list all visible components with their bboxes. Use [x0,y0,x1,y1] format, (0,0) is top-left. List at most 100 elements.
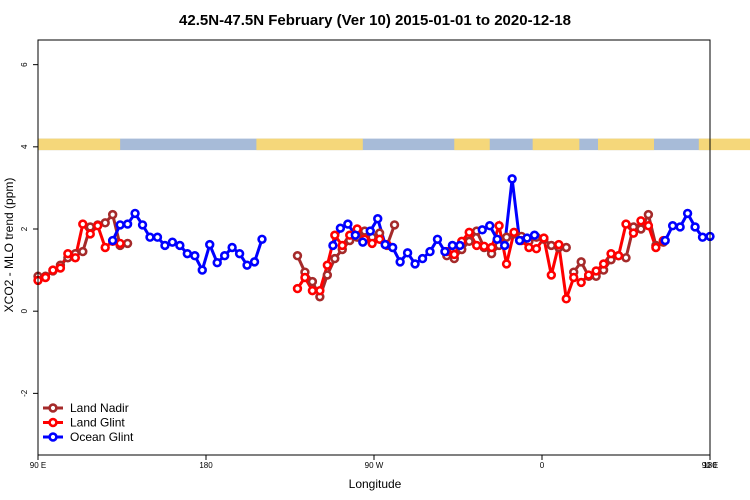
x-tick-label: 90 E [702,461,718,470]
ocean-glint-point [137,220,148,230]
land-nadir-point [100,218,110,228]
ocean-glint-point [182,248,193,259]
ocean-glint-point [257,234,267,244]
ocean-glint-point [507,174,517,184]
ocean-glint-point [190,251,200,261]
land-nadir-legend-label: Land Nadir [70,401,129,415]
ocean-glint-point [145,232,155,242]
land-band [698,138,750,151]
land-glint-point [330,230,340,240]
land-glint-point [651,242,661,253]
ocean-glint-point [343,219,353,229]
ocean-glint-point [440,246,450,257]
land-nadir-point [643,209,654,220]
chart-title: 42.5N-47.5N February (Ver 10) 2015-01-01… [179,12,571,29]
land-glint-point [569,272,579,283]
ocean-glint-point [499,240,510,251]
land-nadir-point [107,209,118,220]
x-tick-label: 180 [703,461,717,470]
land-glint-point [374,234,385,244]
land-nadir-point [330,253,340,264]
ocean-band [38,138,710,151]
land-glint-point [479,241,489,251]
land-glint-point [636,216,646,226]
ocean-glint-point [380,239,390,250]
ocean-glint-point [197,265,207,275]
land-nadir-point [307,276,318,287]
ocean-glint-point [529,230,540,240]
ocean-glint-point [122,219,133,229]
ocean-glint-point [328,240,338,251]
ocean-glint-point [130,208,140,219]
land-glint-point [524,242,534,253]
ocean-glint-point [335,223,346,233]
land-glint-point [85,229,95,239]
ocean-glint-point [492,234,502,244]
ocean-glint-point [152,232,163,242]
ocean-glint-line [111,210,264,275]
x-tick-label: 90 W [365,461,384,470]
ocean-glint-point [242,260,252,270]
land-nadir-point [621,253,631,263]
y-tick-label: 2 [20,226,29,231]
ocean-glint-point [410,259,420,269]
ocean-glint-point [358,237,368,247]
land-glint-point [292,283,303,294]
ocean-glint-point [160,240,170,251]
land-band [454,138,490,151]
ocean-glint-point [667,221,678,231]
ocean-glint-point [675,222,685,232]
ocean-glint-legend-marker [48,432,58,442]
land-nadir-point [561,242,571,253]
x-tick-label: 90 E [30,461,46,470]
land-glint-point [307,285,318,296]
land-glint-point [100,242,110,253]
land-band [38,138,121,151]
land-glint-point [471,240,482,251]
land-glint-point [48,265,58,275]
y-axis-label: XCO2 - MLO trend (ppm) [2,178,16,313]
land-glint-point [628,228,639,238]
land-glint-point [449,249,459,260]
land-glint-point [115,238,125,249]
land-glint-point [93,221,103,231]
land-glint-point [576,277,586,288]
land-glint-point [613,251,624,261]
ocean-glint-point [107,235,118,246]
land-glint-point [322,260,333,270]
x-tick-label: 180 [199,461,213,470]
land-band [256,138,363,151]
ocean-glint-point [249,257,260,267]
x-axis-label: Longitude [349,477,402,491]
land-glint-point [40,272,51,283]
ocean-glint-point [205,239,215,250]
ocean-glint-point [660,235,670,246]
land-nadir-point [464,236,474,247]
land-glint-point [539,233,549,243]
land-nadir-point [501,232,512,242]
land-glint-point [501,259,512,269]
ocean-glint-point [432,234,443,244]
land-glint-point [509,227,519,237]
land-nadir-point [576,257,586,267]
land-nadir-point [546,240,557,251]
ocean-glint-point [350,230,361,240]
ocean-glint-point [447,240,458,251]
land-glint-point [621,219,631,229]
ocean-glint-point [365,226,375,236]
ocean-glint-point [455,240,465,251]
ocean-glint-point [522,233,532,243]
ocean-glint-legend-label: Ocean Glint [70,430,134,444]
ocean-glint-point [485,221,495,231]
land-glint-point [583,270,594,280]
land-glint-point [70,253,81,263]
land-glint-point [55,263,66,273]
land-glint-legend-label: Land Glint [70,416,125,430]
land-glint-point [606,248,616,259]
y-tick-label: 4 [20,144,29,149]
ocean-glint-point [175,240,185,251]
ocean-glint-point [395,257,405,267]
ocean-glint-point [682,208,693,219]
ocean-glint-point [234,248,245,259]
